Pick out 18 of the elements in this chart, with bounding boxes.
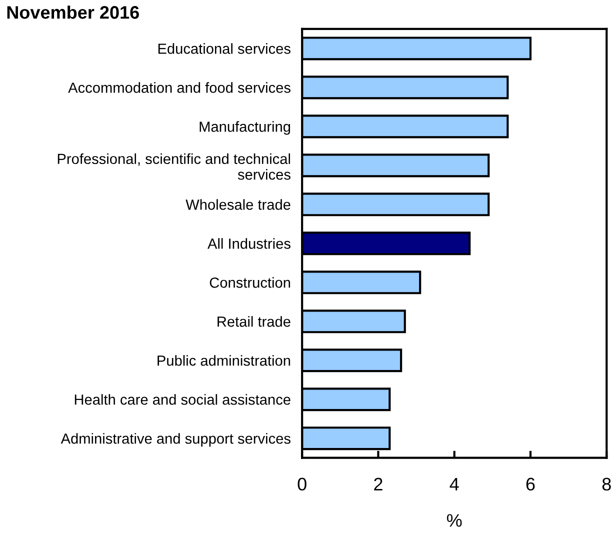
- x-tick-label: 4: [450, 478, 459, 490]
- y-tick-label: Construction: [210, 277, 290, 288]
- y-tick-label: Administrative and support services: [60, 433, 290, 447]
- y-tick-label: Retail trade: [218, 316, 290, 327]
- y-tick-label: Wholesale trade: [186, 199, 290, 210]
- y-tick-label: Accommodation and food services: [68, 82, 290, 93]
- y-tick-label: Manufacturing: [200, 121, 290, 135]
- x-tick-label: 6: [526, 478, 535, 491]
- text: November 2016: [7, 6, 139, 19]
- y-tick-label: All Industries: [208, 238, 290, 249]
- y-tick-label: Educational services: [158, 43, 290, 54]
- y-tick-label: Public administration: [158, 355, 290, 366]
- x-tick-label: 8: [602, 478, 611, 491]
- x-tick-label: 0: [298, 478, 306, 491]
- y-tick-label: Health care and social assistance: [74, 394, 290, 405]
- x-axis-title: %: [446, 514, 462, 527]
- y-tick-label: Professional, scientific and technical services: [58, 153, 290, 180]
- x-tick-label: 2: [374, 478, 382, 490]
